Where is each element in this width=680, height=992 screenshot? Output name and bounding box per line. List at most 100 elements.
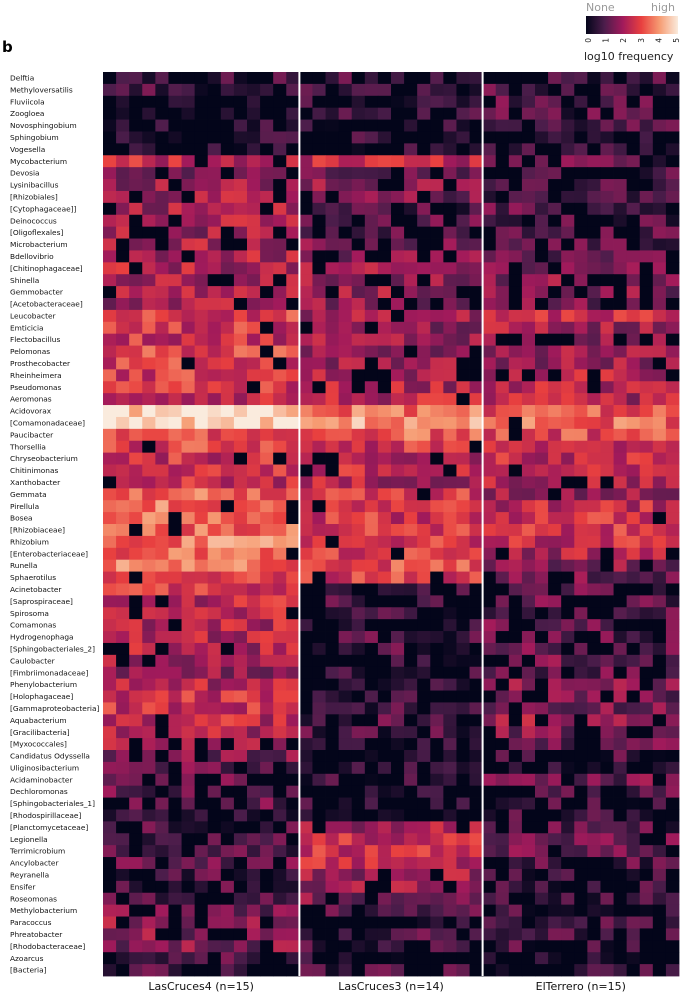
heatmap-cell xyxy=(521,857,536,870)
heatmap-cell xyxy=(495,298,510,311)
heatmap-cell xyxy=(482,524,497,537)
heatmap-cell xyxy=(351,250,366,263)
heatmap-cell xyxy=(142,857,156,870)
heatmap-cell xyxy=(129,845,143,858)
heatmap-cell xyxy=(351,916,366,929)
heatmap-cell xyxy=(443,690,457,703)
heatmap-cell xyxy=(220,381,235,394)
heatmap-cell xyxy=(325,416,340,430)
heatmap-cell xyxy=(181,131,196,144)
heatmap-cell xyxy=(247,797,261,810)
heatmap-cell xyxy=(325,250,340,263)
heatmap-cell xyxy=(220,131,235,144)
heatmap-cell xyxy=(103,333,117,346)
heatmap-cell xyxy=(351,702,366,715)
heatmap-cell xyxy=(325,690,340,703)
heatmap-cell xyxy=(129,369,143,382)
heatmap-cell xyxy=(495,262,510,275)
heatmap-cell xyxy=(561,250,575,263)
heatmap-cell xyxy=(181,654,196,668)
heatmap-cell xyxy=(639,631,654,644)
heatmap-cell xyxy=(273,321,287,335)
heatmap-cell xyxy=(364,524,379,537)
heatmap-cell xyxy=(639,738,654,751)
heatmap-cell xyxy=(600,904,614,917)
heatmap-cell xyxy=(456,750,470,763)
heatmap-cell xyxy=(247,738,261,751)
heatmap-cell xyxy=(443,702,457,715)
heatmap-cell xyxy=(194,952,209,965)
heatmap-cell xyxy=(103,321,117,335)
heatmap-cell xyxy=(338,880,353,894)
heatmap-cell xyxy=(600,880,614,894)
heatmap-cell xyxy=(168,583,182,596)
heatmap-cell xyxy=(312,214,326,228)
heatmap-cell xyxy=(469,250,484,263)
heatmap-cell xyxy=(548,797,562,810)
heatmap-cell xyxy=(299,274,313,287)
heatmap-cell xyxy=(260,797,274,810)
heatmap-cell xyxy=(443,286,457,299)
heatmap-cell xyxy=(639,416,654,430)
heatmap-cell xyxy=(168,416,182,430)
heatmap-cell xyxy=(338,369,353,382)
heatmap-cell xyxy=(325,535,340,549)
heatmap-cell xyxy=(103,619,117,632)
heatmap-cell xyxy=(417,821,431,834)
heatmap-cell xyxy=(600,750,614,763)
heatmap-cell xyxy=(364,369,379,382)
heatmap-cell xyxy=(129,416,143,430)
heatmap-cell xyxy=(574,250,588,263)
heatmap-cell xyxy=(417,238,431,251)
heatmap-cell xyxy=(142,880,156,894)
heatmap-cell xyxy=(168,321,182,335)
heatmap-cell xyxy=(377,107,392,120)
heatmap-cell xyxy=(561,666,575,680)
heatmap-cell xyxy=(325,666,340,680)
heatmap-cell xyxy=(430,179,444,192)
heatmap-cell xyxy=(417,333,431,346)
heatmap-cell xyxy=(665,928,680,941)
heatmap-cell xyxy=(299,107,313,120)
heatmap-cell xyxy=(181,833,196,846)
heatmap-cell xyxy=(548,309,562,323)
heatmap-cell xyxy=(482,155,497,168)
heatmap-cell xyxy=(325,179,340,192)
heatmap-cell xyxy=(482,773,497,787)
heatmap-cell xyxy=(443,369,457,382)
heatmap-cell xyxy=(587,761,601,775)
heatmap-cell xyxy=(521,595,536,608)
heatmap-cell xyxy=(299,797,313,810)
heatmap-cell xyxy=(495,286,510,299)
heatmap-cell xyxy=(181,416,196,430)
row-label: [Bacteria] xyxy=(10,966,47,975)
heatmap-cell xyxy=(626,131,641,144)
heatmap-cell xyxy=(299,678,313,691)
heatmap-cell xyxy=(168,607,182,620)
heatmap-cell xyxy=(377,143,392,156)
heatmap-cell xyxy=(220,809,235,822)
heatmap-cell xyxy=(482,738,497,751)
heatmap-cell xyxy=(142,357,156,370)
heatmap-cell xyxy=(168,286,182,299)
heatmap-cell xyxy=(574,488,588,501)
heatmap-cell xyxy=(652,357,667,370)
heatmap-cell xyxy=(168,559,182,572)
heatmap-cell xyxy=(325,583,340,596)
heatmap-cell xyxy=(404,393,418,406)
heatmap-cell xyxy=(312,131,326,144)
heatmap-cell xyxy=(207,393,222,406)
heatmap-cell xyxy=(665,940,680,953)
heatmap-cell xyxy=(247,619,261,632)
heatmap-cell xyxy=(338,797,353,810)
heatmap-cell xyxy=(404,833,418,846)
heatmap-cell xyxy=(273,393,287,406)
heatmap-cell xyxy=(181,274,196,287)
heatmap-cell xyxy=(417,940,431,953)
heatmap-cell xyxy=(652,761,667,775)
heatmap-cell xyxy=(508,452,523,465)
heatmap-cell xyxy=(626,559,641,572)
heatmap-cell xyxy=(168,274,182,287)
heatmap-cell xyxy=(142,964,156,977)
heatmap-cell xyxy=(430,83,444,97)
